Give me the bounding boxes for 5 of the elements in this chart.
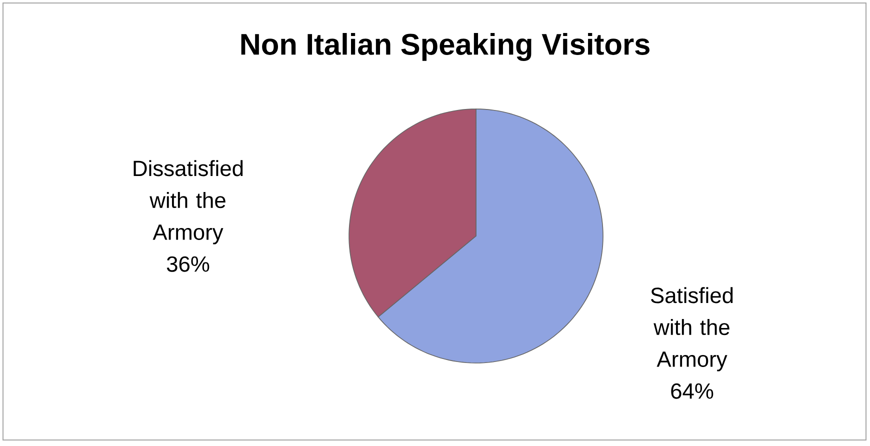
chart-title: Non Italian Speaking Visitors	[241, 32, 650, 61]
data-label: 64%	[671, 383, 714, 399]
slice-label: Dissatisfied with the Armory	[134, 160, 243, 244]
data-label: 36%	[166, 256, 210, 272]
slice-label: Satisfied with the Armory	[650, 287, 733, 372]
